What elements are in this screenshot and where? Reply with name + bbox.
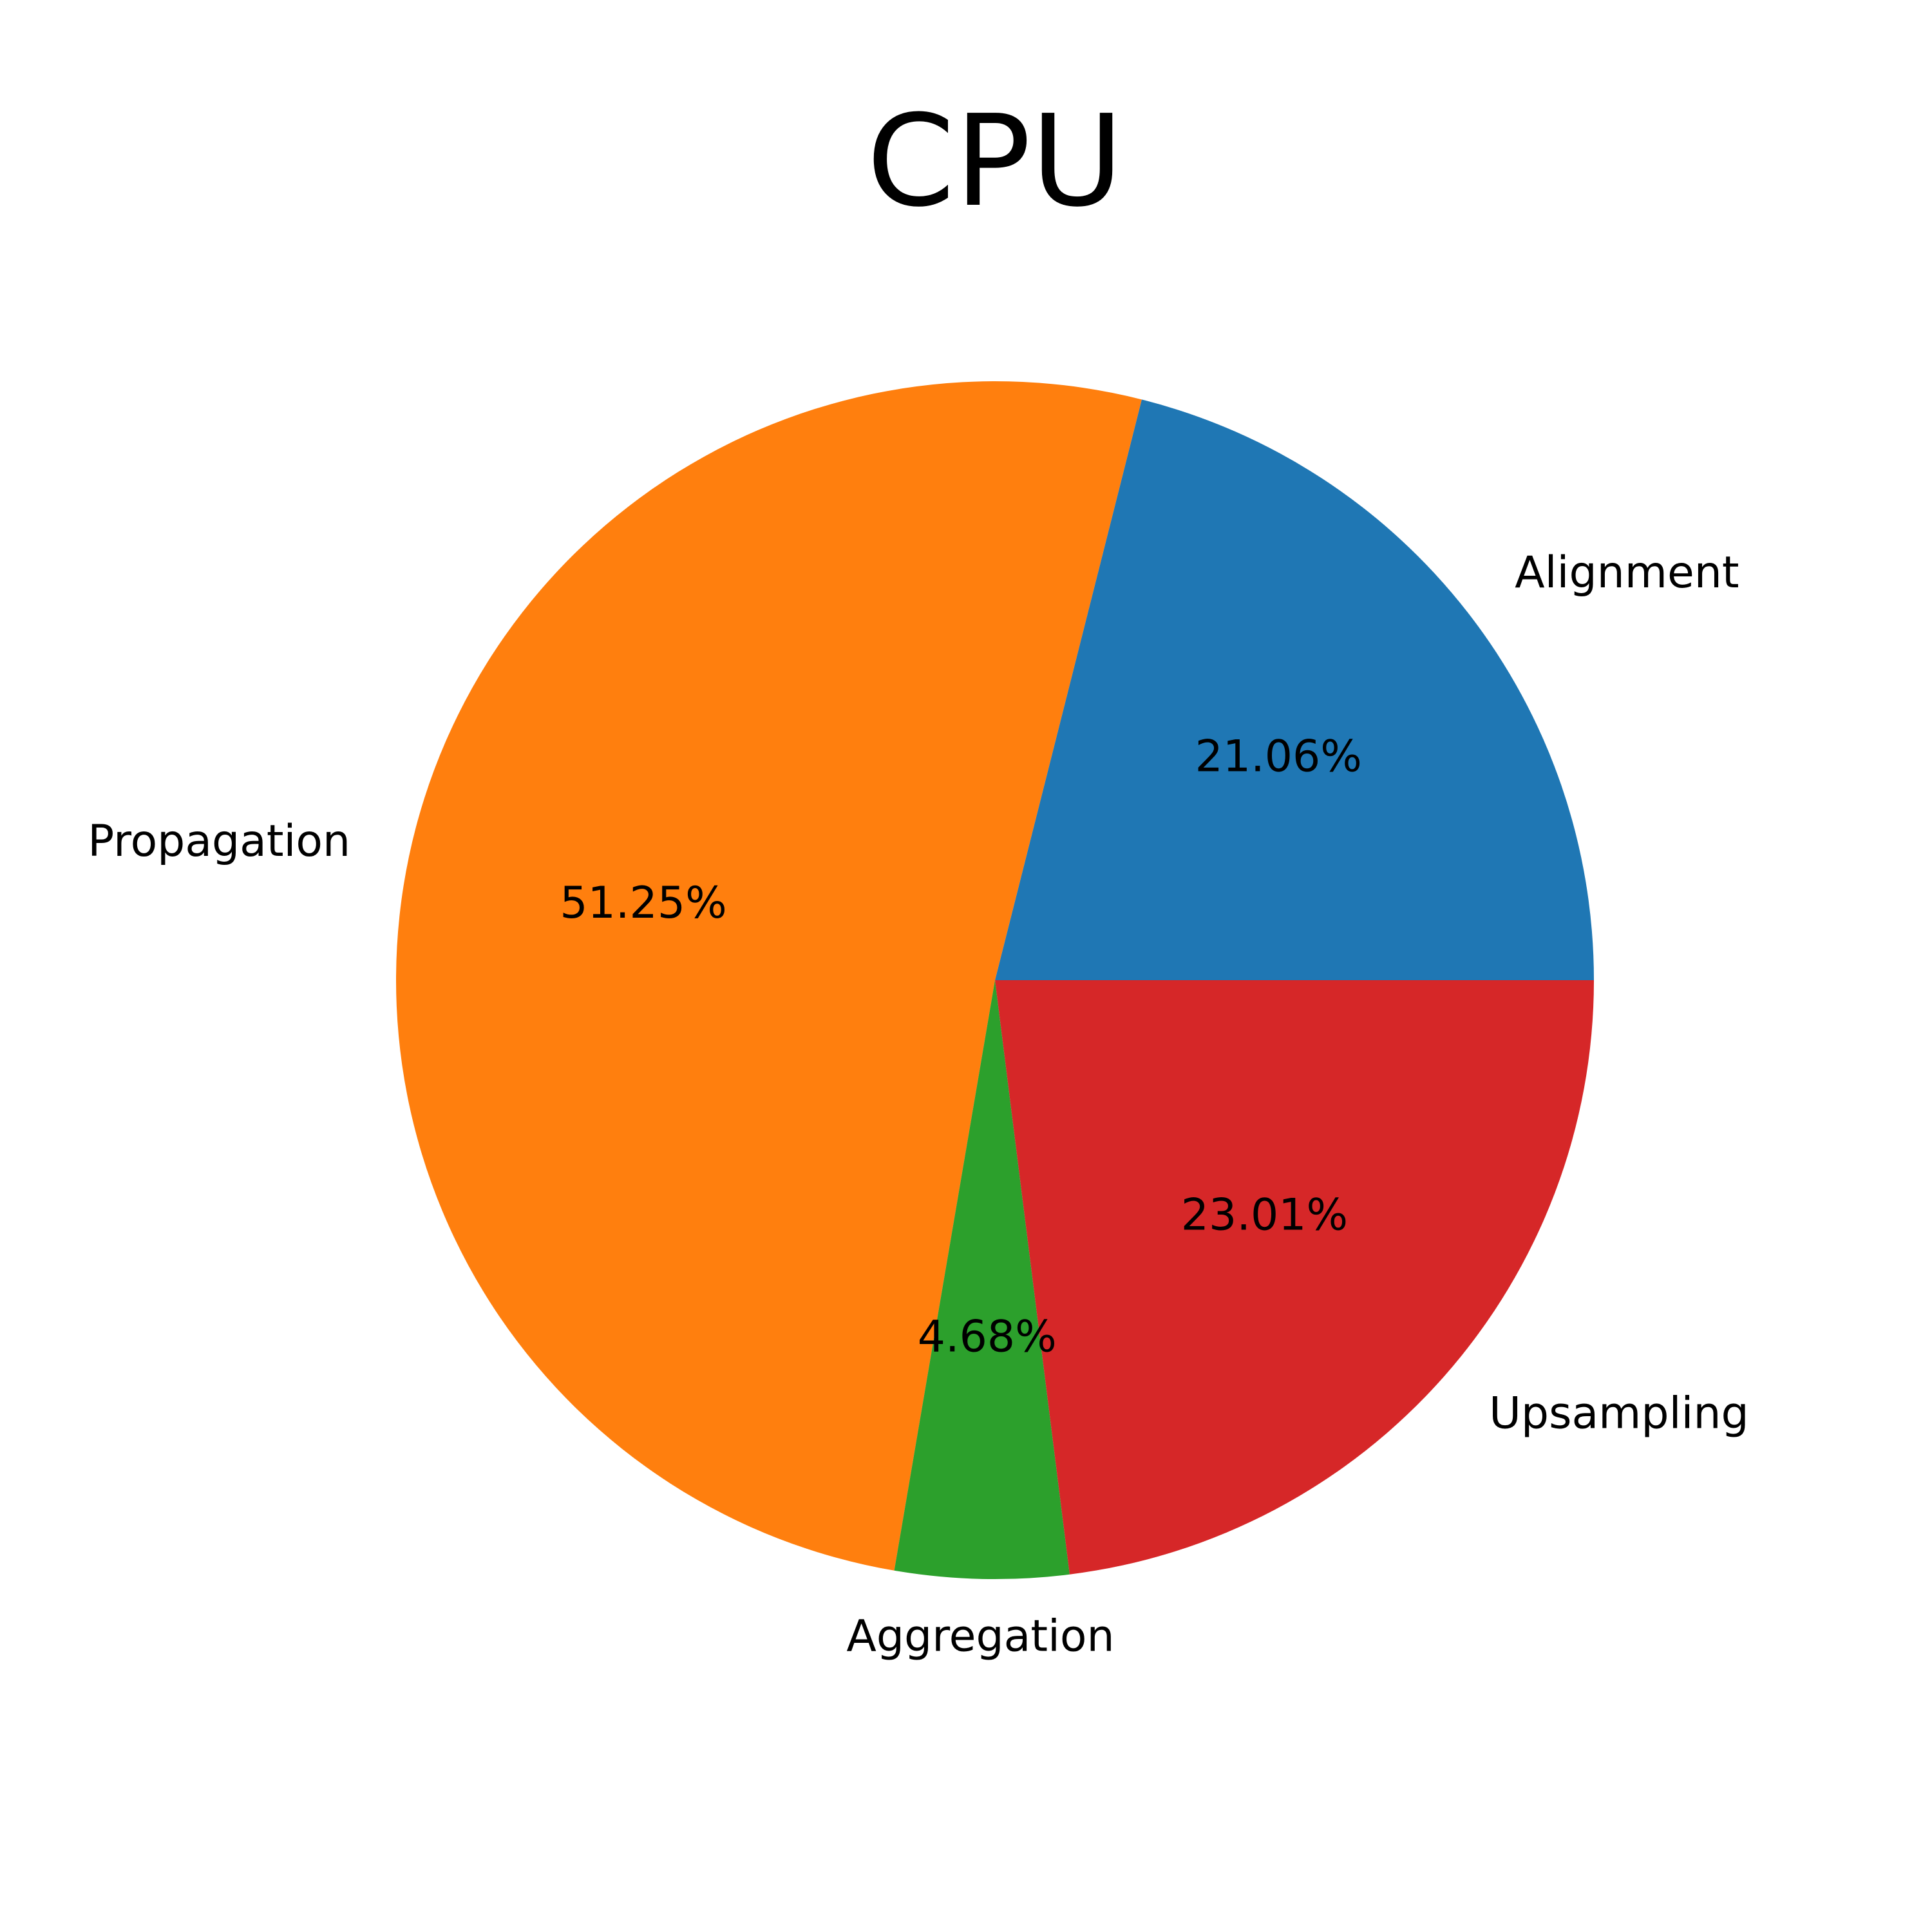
pct-label-upsampling: 23.01% [1181, 1190, 1348, 1241]
slice-label-upsampling: Upsampling [1489, 1388, 1748, 1439]
pie-slice-propagation [396, 381, 1142, 1571]
slice-label-alignment: Alignment [1515, 547, 1739, 598]
pie-slice-alignment [995, 399, 1594, 980]
pie-slices [396, 381, 1594, 1579]
pie-slice-aggregation [894, 980, 1070, 1579]
chart-title: CPU [867, 88, 1124, 235]
slice-label-propagation: Propagation [88, 816, 350, 867]
pct-label-propagation: 51.25% [560, 878, 726, 929]
pie-labels: Alignment 21.06% Propagation 51.25% Aggregat… [88, 547, 1748, 1662]
slice-label-aggregation: Aggregation [846, 1611, 1114, 1662]
pct-label-alignment: 21.06% [1195, 732, 1362, 782]
pct-label-aggregation: 4.68% [918, 1311, 1057, 1362]
pie-slice-upsampling [995, 980, 1594, 1575]
